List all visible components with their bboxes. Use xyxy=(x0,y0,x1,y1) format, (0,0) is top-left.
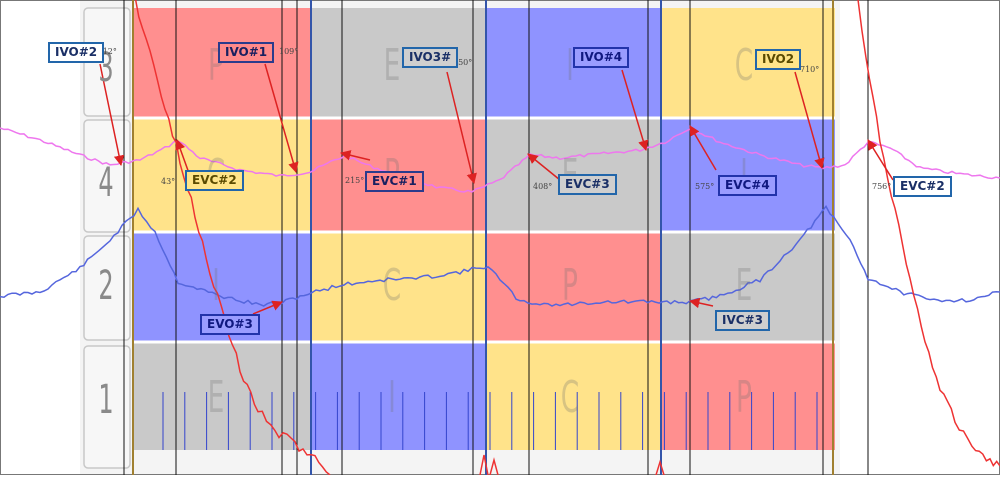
row-label-box xyxy=(83,345,131,469)
label-ivo-4: IVO#4 xyxy=(573,47,630,68)
cell-letter: P xyxy=(562,260,578,311)
row-label-2: 2 xyxy=(98,263,114,309)
callout-arrow xyxy=(99,63,125,167)
degree-label: 109° xyxy=(279,47,299,56)
label-evc-2: EVC#2 xyxy=(185,170,244,191)
cell-letter: E xyxy=(207,372,225,423)
row-label-4: 4 xyxy=(98,160,114,206)
label-evc-2-right: EVC#2 xyxy=(893,176,952,197)
callout-arrow xyxy=(446,71,477,185)
degree-label: 43° xyxy=(161,177,176,186)
label-evc-4: EVC#4 xyxy=(718,175,777,196)
trace-pink xyxy=(0,127,1000,193)
label-ivo-2: IVO#2 xyxy=(48,42,105,63)
trace-red-spike xyxy=(489,457,499,476)
label-ivo-3: IVO3# xyxy=(402,47,459,68)
row-label-box xyxy=(83,119,131,233)
trace-red-spike xyxy=(655,459,665,476)
grid-cell xyxy=(486,342,661,450)
label-ivo-2-right: IVO2 xyxy=(755,49,802,70)
cell-letter: C xyxy=(734,40,754,91)
callout-arrow xyxy=(621,69,649,152)
callout-arrow xyxy=(867,139,894,181)
cell-letter: P xyxy=(736,372,752,423)
degree-label: 756° xyxy=(872,182,892,191)
label-evo-3: EVO#3 xyxy=(200,314,260,335)
degree-label: 215° xyxy=(345,176,365,185)
callout-arrow xyxy=(252,300,283,315)
callout-arrow xyxy=(689,125,717,171)
row-label-1: 1 xyxy=(98,377,114,423)
degree-label: 408° xyxy=(533,182,553,191)
cell-letter: I xyxy=(566,40,574,91)
trace-red-left xyxy=(134,0,331,476)
cell-letter: C xyxy=(382,260,402,311)
trace-red-spike xyxy=(479,454,489,476)
callout-arrow xyxy=(794,71,825,170)
callout-arrow xyxy=(527,153,561,181)
cell-letter: C xyxy=(560,372,580,423)
cell-letter: E xyxy=(383,40,401,91)
cell-letter: I xyxy=(212,260,220,311)
label-evc-1: EVC#1 xyxy=(365,171,424,192)
degree-label: 575° xyxy=(695,182,715,191)
cell-letter: E xyxy=(735,260,753,311)
label-ivo-1: IVO#1 xyxy=(218,42,275,63)
label-evc-3: EVC#3 xyxy=(558,174,617,195)
degree-label: 710° xyxy=(800,65,820,74)
grid-cell xyxy=(311,342,486,450)
trace-red-right xyxy=(857,0,1000,467)
degree-label: -12° xyxy=(100,47,117,56)
grid-cell xyxy=(486,232,661,342)
label-ivc-3: IVC#3 xyxy=(715,310,770,331)
trace-blue xyxy=(0,205,1000,307)
callout-arrow xyxy=(688,297,714,309)
degree-label: 350° xyxy=(453,58,473,67)
grid-cell xyxy=(311,232,486,342)
callout-arrow xyxy=(264,63,299,174)
row-label-box xyxy=(83,235,131,341)
cell-letter: I xyxy=(388,372,396,423)
callout-arrow xyxy=(339,150,371,161)
